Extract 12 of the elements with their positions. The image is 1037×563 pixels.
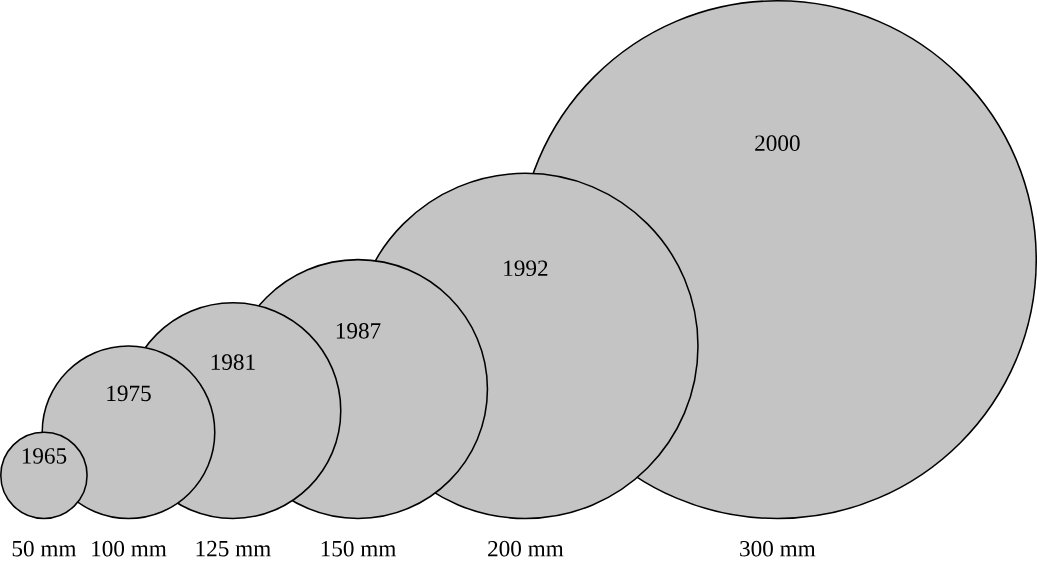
data-label: 200 mm: [488, 540, 564, 557]
category-label: 1965: [22, 448, 67, 464]
category-label: 2000: [755, 135, 800, 151]
data-label: 125 mm: [196, 540, 271, 557]
data-label: 300 mm: [740, 540, 816, 557]
category-label: 1981: [211, 354, 255, 370]
category-label: 1992: [504, 260, 548, 277]
data-label: 100 mm: [92, 540, 167, 557]
category-label: 1975: [107, 385, 151, 402]
data-label: 150 mm: [321, 540, 396, 557]
data-label: 50 mm: [12, 540, 77, 557]
category-label: 1987: [336, 323, 381, 339]
